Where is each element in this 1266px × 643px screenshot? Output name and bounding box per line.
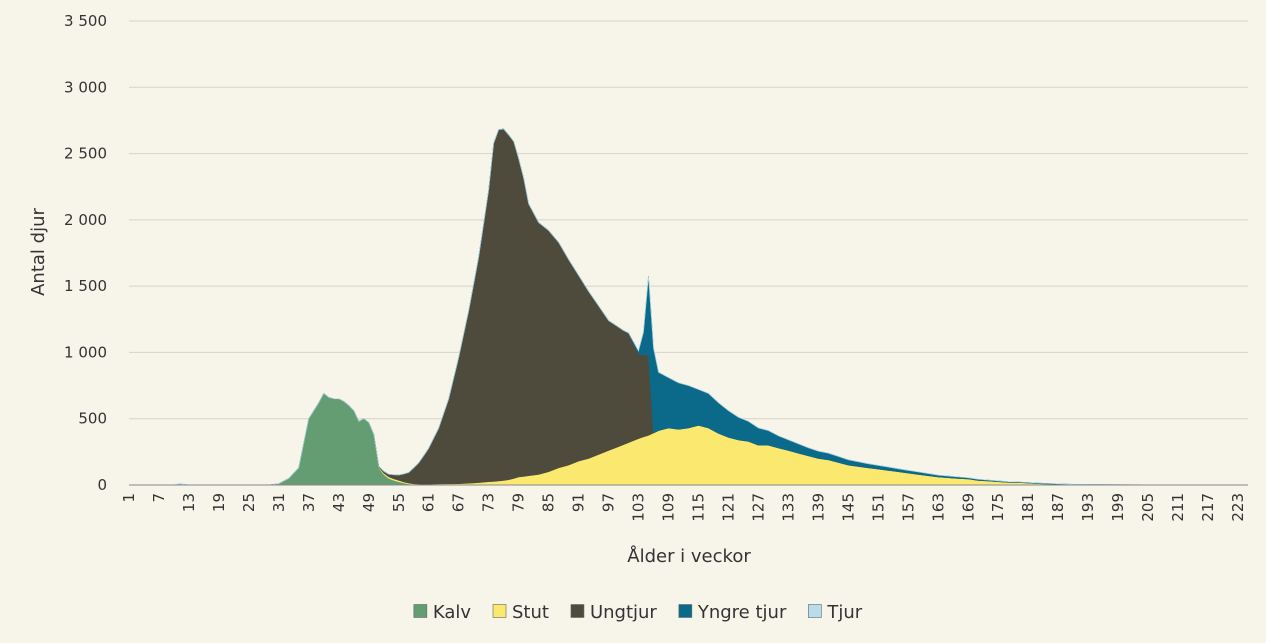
y-tick-label: 0 [97,476,107,494]
x-tick-label: 25 [240,493,258,512]
legend-swatch [678,604,693,618]
x-tick-label: 55 [390,493,408,512]
x-tick-label: 97 [600,493,618,512]
x-tick-label: 85 [540,493,558,512]
x-tick-label: 223 [1229,493,1247,522]
x-tick-label: 217 [1199,493,1217,522]
legend-swatch [570,604,585,618]
legend-label: Kalv [433,602,472,623]
x-tick-label: 157 [899,493,917,522]
x-tick-label: 187 [1049,493,1067,522]
x-tick-label: 121 [719,493,737,522]
x-tick-label: 169 [959,493,977,522]
x-tick-label: 145 [839,493,857,522]
legend-swatch [808,604,822,618]
x-tick-label: 139 [809,493,827,522]
y-tick-label: 3 000 [64,78,107,96]
x-tick-label: 19 [210,493,228,512]
x-tick-label: 73 [480,493,498,512]
y-tick-label: 500 [78,410,107,428]
x-tick-label: 1 [120,493,138,503]
y-tick-labels: 0 500 1 000 1 500 2 000 2 500 3 000 3 500 [64,12,107,494]
x-tick-label: 151 [869,493,887,522]
legend-label: Stut [512,602,549,623]
legend-label: Ungtjur [590,602,657,623]
x-tick-label: 37 [300,493,318,512]
legend-swatch [492,604,507,618]
y-tick-label: 2 000 [64,211,107,229]
x-tick-label: 211 [1169,493,1187,522]
x-tick-label: 79 [510,493,528,512]
x-tick-label: 91 [570,493,588,512]
x-tick-label: 61 [420,493,438,512]
legend: Kalv Stut Ungtjur Yngre tjur Tjur [413,602,863,623]
y-tick-label: 2 500 [64,145,107,163]
x-tick-label: 193 [1079,493,1097,522]
x-tick-label: 49 [360,493,378,512]
x-tick-label: 115 [689,493,707,522]
x-tick-label: 13 [180,493,198,512]
x-tick-label: 67 [450,493,468,512]
y-axis-title: Antal djur [28,208,49,296]
x-tick-label: 43 [330,493,348,512]
x-tick-label: 199 [1109,493,1127,522]
legend-label: Yngre tjur [697,602,787,623]
y-tick-label: 3 500 [64,12,107,30]
x-tick-label: 103 [630,493,648,522]
x-axis-title: Ålder i veckor [627,545,751,567]
x-tick-label: 181 [1019,493,1037,522]
legend-swatch [413,604,428,618]
y-tick-label: 1 000 [64,343,107,361]
grid-lines [129,20,1248,420]
x-tick-label: 133 [779,493,797,522]
x-tick-label: 127 [749,493,767,522]
x-tick-label: 7 [150,493,168,503]
x-tick-labels: 1 7 13 19 25 31 37 43 49 55 61 67 73 79 85 91 97 103 109 11… [120,493,1247,522]
x-tick-label: 163 [929,493,947,522]
x-tick-label: 205 [1139,493,1157,522]
legend-label: Tjur [826,602,862,623]
x-tick-label: 175 [989,493,1007,522]
area-series-layer [129,128,1249,486]
y-tick-label: 1 500 [64,277,107,295]
x-tick-label: 109 [660,493,678,522]
x-tick-label: 31 [270,493,288,512]
